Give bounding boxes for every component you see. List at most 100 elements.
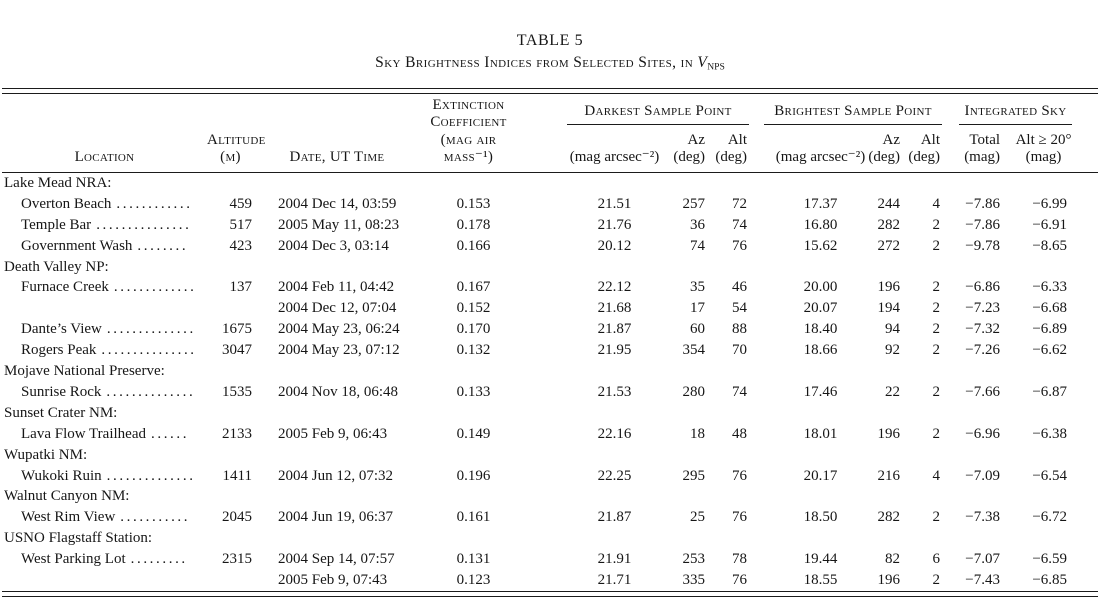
- cell-date: 2004 Nov 18, 06:48: [278, 383, 398, 400]
- location-name: Overton Beach: [21, 195, 112, 212]
- cell-darkest-az: 335: [682, 572, 706, 589]
- cell-brightest-az: 92: [885, 342, 900, 359]
- cell-darkest-mag: 21.91: [597, 551, 632, 568]
- section-label: USNO Flagstaff Station:: [4, 530, 153, 547]
- cell-darkest-mag: 21.71: [597, 572, 632, 589]
- cell-extinction: 0.123: [456, 572, 491, 589]
- table-row: Furnace Creek............. 137 2004 Feb …: [2, 277, 1098, 298]
- cell-location: West Rim View...........: [2, 507, 207, 528]
- caption-variable: V: [697, 54, 708, 71]
- cell-alt20-mag: −6.72: [1032, 509, 1068, 526]
- dot-leader: ..............: [106, 383, 196, 400]
- table-row: Lava Flow Trailhead...... 2133 2005 Feb …: [2, 424, 1098, 445]
- table-caption: Sky Brightness Indices from Selected Sit…: [2, 51, 1098, 79]
- paper-page: TABLE 5 Sky Brightness Indices from Sele…: [2, 0, 1099, 598]
- cell-brightest-az: 82: [885, 551, 900, 568]
- cell-darkest-mag: 21.51: [597, 195, 632, 212]
- cell-extinction: 0.166: [456, 237, 491, 254]
- cell-darkest-az: 18: [690, 425, 705, 442]
- table-row: West Parking Lot......... 2315 2004 Sep …: [2, 549, 1098, 570]
- cell-darkest-mag: 21.76: [597, 216, 632, 233]
- cell-brightest-alt: 2: [932, 572, 941, 589]
- section-row: Lake Mead NRA:: [2, 172, 1098, 193]
- col-header-total: Total (mag): [942, 125, 1006, 173]
- section-label: Walnut Canyon NM:: [4, 488, 130, 505]
- cell-darkest-mag: 20.12: [597, 237, 632, 254]
- table-row: Dante’s View.............. 1675 2004 May…: [2, 319, 1098, 340]
- cell-altitude: 2315: [222, 551, 252, 568]
- section-row: Wupatki NM:: [2, 445, 1098, 466]
- group-header-row: Location Altitude (m) Date, UT Time Exti…: [2, 94, 1098, 173]
- col-header-location: Location: [2, 94, 207, 173]
- cell-brightest-alt: 2: [932, 425, 941, 442]
- cell-brightest-alt: 2: [932, 342, 941, 359]
- cell-date: 2004 Jun 12, 07:32: [278, 467, 394, 484]
- cell-brightest-az: 196: [877, 572, 901, 589]
- location-name: Furnace Creek: [21, 279, 109, 296]
- location-name: West Parking Lot: [21, 551, 126, 568]
- cell-alt20-mag: −8.65: [1032, 237, 1068, 254]
- cell-darkest-az: 253: [682, 551, 706, 568]
- cell-total-mag: −6.86: [965, 279, 1001, 296]
- cell-location: Temple Bar...............: [2, 215, 207, 236]
- cell-brightest-alt: 2: [932, 321, 941, 338]
- cell-darkest-alt: 76: [732, 467, 747, 484]
- cell-brightest-az: 22: [885, 383, 900, 400]
- cell-darkest-alt: 76: [732, 509, 747, 526]
- cell-brightest-az: 194: [877, 300, 901, 317]
- top-double-rule: [2, 88, 1098, 95]
- cell-darkest-az: 354: [682, 342, 706, 359]
- cell-extinction: 0.170: [456, 321, 491, 338]
- section-label: Lake Mead NRA:: [4, 174, 112, 191]
- cell-darkest-mag: 21.95: [597, 342, 632, 359]
- cell-total-mag: −7.66: [965, 383, 1001, 400]
- location-name: Temple Bar: [21, 216, 92, 233]
- cell-darkest-mag: 22.25: [597, 467, 632, 484]
- cell-extinction: 0.167: [456, 279, 491, 296]
- cell-alt20-mag: −6.33: [1032, 279, 1068, 296]
- section-row: USNO Flagstaff Station:: [2, 528, 1098, 549]
- cell-extinction: 0.152: [456, 300, 491, 317]
- cell-total-mag: −7.86: [965, 195, 1001, 212]
- group-header-darkest-label: Darkest Sample Point: [567, 103, 749, 126]
- group-header-integrated: Integrated Sky: [942, 94, 1098, 126]
- cell-location: Dante’s View..............: [2, 319, 207, 340]
- cell-darkest-mag: 22.12: [597, 279, 632, 296]
- cell-alt20-mag: −6.62: [1032, 342, 1068, 359]
- cell-alt20-mag: −6.59: [1032, 551, 1068, 568]
- dot-leader: .........: [130, 551, 188, 568]
- cell-darkest-mag: 21.53: [597, 383, 632, 400]
- cell-date: 2005 Feb 9, 06:43: [278, 425, 388, 442]
- dot-leader: [21, 300, 26, 316]
- cell-extinction: 0.132: [456, 342, 491, 359]
- col-header-darkest-alt: Alt (deg): [707, 125, 749, 173]
- location-name: Lava Flow Trailhead: [21, 425, 146, 442]
- cell-altitude: 137: [229, 279, 253, 296]
- section-row: Walnut Canyon NM:: [2, 486, 1098, 507]
- cell-altitude: [207, 570, 254, 591]
- cell-brightest-alt: 4: [932, 195, 941, 212]
- cell-brightest-az: 272: [877, 237, 901, 254]
- cell-altitude: 1535: [222, 383, 252, 400]
- group-header-darkest: Darkest Sample Point: [527, 94, 749, 126]
- dot-leader: [21, 572, 26, 588]
- cell-brightest-mag: 18.50: [803, 509, 838, 526]
- cell-brightest-alt: 2: [932, 237, 941, 254]
- cell-location: [2, 298, 207, 319]
- section-row: Sunset Crater NM:: [2, 403, 1098, 424]
- cell-darkest-az: 60: [690, 321, 705, 338]
- cell-brightest-az: 196: [877, 425, 901, 442]
- dot-leader: ..............: [106, 467, 196, 484]
- cell-alt20-mag: −6.54: [1032, 467, 1068, 484]
- cell-brightest-mag: 18.40: [803, 321, 838, 338]
- cell-altitude: 1675: [222, 321, 252, 338]
- table-row: Wukoki Ruin.............. 1411 2004 Jun …: [2, 466, 1098, 487]
- cell-date: 2004 Dec 3, 03:14: [278, 237, 389, 254]
- location-name: Government Wash: [21, 237, 133, 254]
- location-name: Wukoki Ruin: [21, 467, 102, 484]
- col-header-extinction: Extinction Coefficient (mag air mass⁻¹): [420, 94, 527, 173]
- cell-total-mag: −7.09: [965, 467, 1001, 484]
- cell-darkest-mag: 22.16: [597, 425, 632, 442]
- cell-brightest-mag: 20.17: [803, 467, 838, 484]
- cell-brightest-alt: 2: [932, 300, 941, 317]
